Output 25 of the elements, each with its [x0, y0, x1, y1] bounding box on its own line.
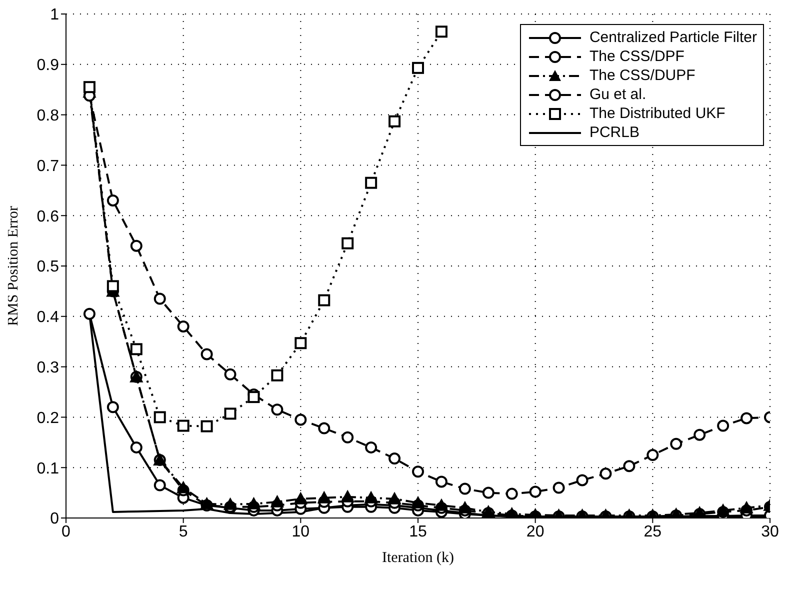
- legend-label: Gu et al.: [589, 85, 646, 104]
- x-tick-label: 0: [62, 523, 71, 540]
- y-tick-label: 0.7: [36, 158, 60, 175]
- y-tick-label: 0: [50, 510, 60, 528]
- x-tick-label: 10: [292, 523, 310, 540]
- y-tick-label: 0.1: [36, 460, 60, 478]
- y-tick-label: 0.8: [36, 107, 60, 124]
- legend-label: PCRLB: [589, 123, 640, 142]
- x-tick-label: 20: [526, 523, 544, 540]
- y-tick-label: 1: [50, 6, 60, 24]
- x-tick-label: 30: [761, 523, 779, 540]
- x-tick-label: 5: [178, 523, 188, 540]
- legend-label: The CSS/DUPF: [589, 66, 696, 85]
- y-tick-label: 0.5: [36, 258, 60, 276]
- x-tick-label: 15: [409, 523, 427, 540]
- y-tick-label: 0.4: [36, 309, 60, 326]
- legend-label: The CSS/DPF: [589, 47, 684, 66]
- y-tick-label: 0.9: [36, 57, 60, 74]
- y-tick-label: 0.6: [36, 208, 60, 226]
- y-tick-label: 0.2: [36, 410, 60, 427]
- legend-label: The Distributed UKF: [589, 104, 726, 123]
- y-tick-label: 0.3: [36, 359, 60, 376]
- x-tick-label: 25: [644, 523, 662, 540]
- x-axis-title: Iteration (k): [382, 550, 454, 566]
- legend-label: Centralized Particle Filter: [589, 28, 757, 47]
